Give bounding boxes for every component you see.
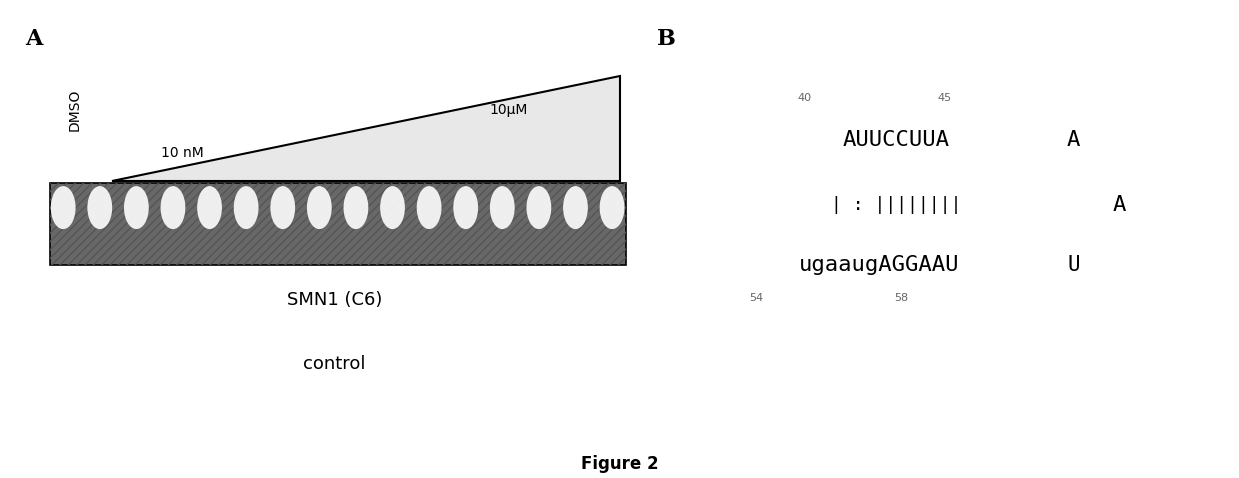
Text: Figure 2: Figure 2 (581, 455, 658, 473)
Ellipse shape (270, 186, 295, 229)
Text: AUUCCUUA: AUUCCUUA (843, 130, 949, 150)
Ellipse shape (307, 186, 332, 229)
Bar (50, 183, 626, 265)
Text: 10μM: 10μM (489, 103, 528, 117)
Ellipse shape (489, 186, 514, 229)
Text: 10 nM: 10 nM (161, 146, 204, 160)
Text: control: control (304, 355, 366, 373)
Ellipse shape (343, 186, 368, 229)
Ellipse shape (161, 186, 186, 229)
Text: SMN1 (C6): SMN1 (C6) (287, 291, 382, 309)
Ellipse shape (124, 186, 149, 229)
Ellipse shape (88, 186, 113, 229)
Text: U: U (1067, 255, 1079, 275)
Text: 40: 40 (798, 94, 812, 104)
Ellipse shape (234, 186, 259, 229)
Text: 58: 58 (895, 293, 909, 303)
Text: ugaaugAGGAAU: ugaaugAGGAAU (799, 255, 959, 275)
Text: 45: 45 (938, 94, 952, 104)
Ellipse shape (527, 186, 551, 229)
Text: A: A (1067, 130, 1080, 150)
Ellipse shape (51, 186, 76, 229)
Ellipse shape (380, 186, 405, 229)
Ellipse shape (416, 186, 441, 229)
Text: B: B (657, 28, 675, 50)
Text: 54: 54 (750, 293, 763, 303)
Text: A: A (25, 28, 42, 50)
Text: DMSO: DMSO (67, 89, 82, 131)
Ellipse shape (197, 186, 222, 229)
Text: | : ||||||||: | : |||||||| (831, 196, 961, 214)
Ellipse shape (563, 186, 587, 229)
Polygon shape (112, 76, 620, 181)
Ellipse shape (600, 186, 624, 229)
Ellipse shape (453, 186, 478, 229)
Text: A: A (1113, 195, 1126, 215)
Bar (50, 183, 626, 265)
